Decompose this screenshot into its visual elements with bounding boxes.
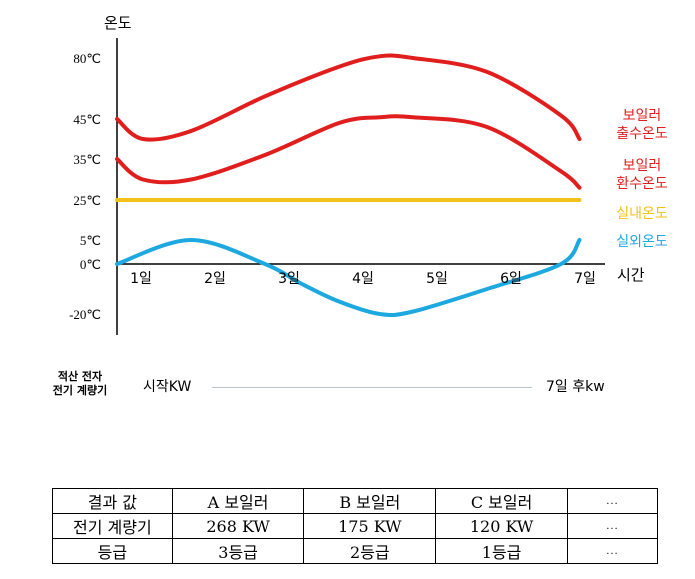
y-tick-label: 45℃ bbox=[73, 112, 101, 127]
x-axis-title: 시간 bbox=[617, 266, 645, 284]
meter-end-label: 7일 후kw bbox=[546, 379, 605, 395]
series-layer bbox=[115, 53, 582, 318]
table-cell: ... bbox=[566, 538, 659, 564]
chart-labels: 온도 80℃ 45℃ 35℃ 25℃ 5℃ 0℃ -20℃ 1일 2일 3일 4일 5일 6일 7일 시간 보일… bbox=[69, 14, 668, 322]
x-tick-label: 4일 bbox=[352, 271, 374, 287]
legend-indoor: 실내온도 bbox=[616, 206, 668, 222]
meter-start-label: 시작KW bbox=[143, 379, 192, 395]
outdoor-temp-line bbox=[115, 237, 582, 318]
table-cell: B 보일러 bbox=[303, 488, 437, 514]
table-cell: ... bbox=[566, 513, 659, 539]
table-cell: 120 KW bbox=[435, 513, 568, 539]
boiler-supply-line bbox=[115, 53, 582, 142]
y-tick-label: -20℃ bbox=[69, 307, 101, 322]
x-tick-label: 3일 bbox=[278, 271, 300, 287]
meter-label-line2: 전기 계량기 bbox=[52, 384, 108, 397]
table-row: 전기 계량기 268 KW 175 KW 120 KW... bbox=[52, 513, 659, 539]
table-cell: ... bbox=[566, 488, 659, 514]
y-tick-label: 80℃ bbox=[73, 51, 101, 66]
meter-line bbox=[212, 387, 532, 388]
chart-axes bbox=[116, 38, 605, 335]
y-axis-title: 온도 bbox=[104, 14, 132, 32]
table-cell: 268 KW bbox=[171, 513, 305, 539]
y-tick-label: 0℃ bbox=[80, 257, 101, 272]
meter-label: 적산 전자 전기 계량기 bbox=[30, 370, 130, 398]
table-cell: 175 KW bbox=[303, 513, 437, 539]
table-row-header: 결과 값 bbox=[52, 488, 173, 514]
x-tick-label: 7일 bbox=[574, 271, 596, 287]
table-cell: 3등급 bbox=[171, 538, 305, 564]
table-row: 등급 3등급 2등급 1등급... bbox=[52, 538, 659, 564]
legend-boiler-supply: 보일러 출수온도 bbox=[616, 108, 668, 142]
y-tick-label: 35℃ bbox=[73, 152, 101, 167]
meter-label-line1: 적산 전자 bbox=[57, 370, 103, 383]
table-cell: 2등급 bbox=[303, 538, 437, 564]
legend-outdoor: 실외온도 bbox=[616, 234, 668, 250]
x-tick-label: 6일 bbox=[500, 271, 522, 287]
y-tick-label: 25℃ bbox=[73, 193, 101, 208]
y-tick-label: 5℃ bbox=[80, 233, 101, 248]
table-row-header: 등급 bbox=[52, 538, 173, 564]
temperature-chart: 온도 80℃ 45℃ 35℃ 25℃ 5℃ 0℃ -20℃ 1일 2일 3일 4일 5일 6일 7일 시간 보일… bbox=[69, 14, 668, 335]
table-row-header: 전기 계량기 bbox=[52, 513, 173, 539]
x-tick-label: 2일 bbox=[204, 271, 226, 287]
table-cell: A 보일러 bbox=[171, 488, 305, 514]
x-tick-label: 1일 bbox=[130, 271, 152, 287]
x-tick-label: 5일 bbox=[426, 271, 448, 287]
legend-boiler-return: 보일러 환수온도 bbox=[616, 158, 668, 192]
table-cell: 1등급 bbox=[435, 538, 568, 564]
boiler-return-line bbox=[115, 114, 582, 190]
table-cell: C 보일러 bbox=[435, 488, 568, 514]
